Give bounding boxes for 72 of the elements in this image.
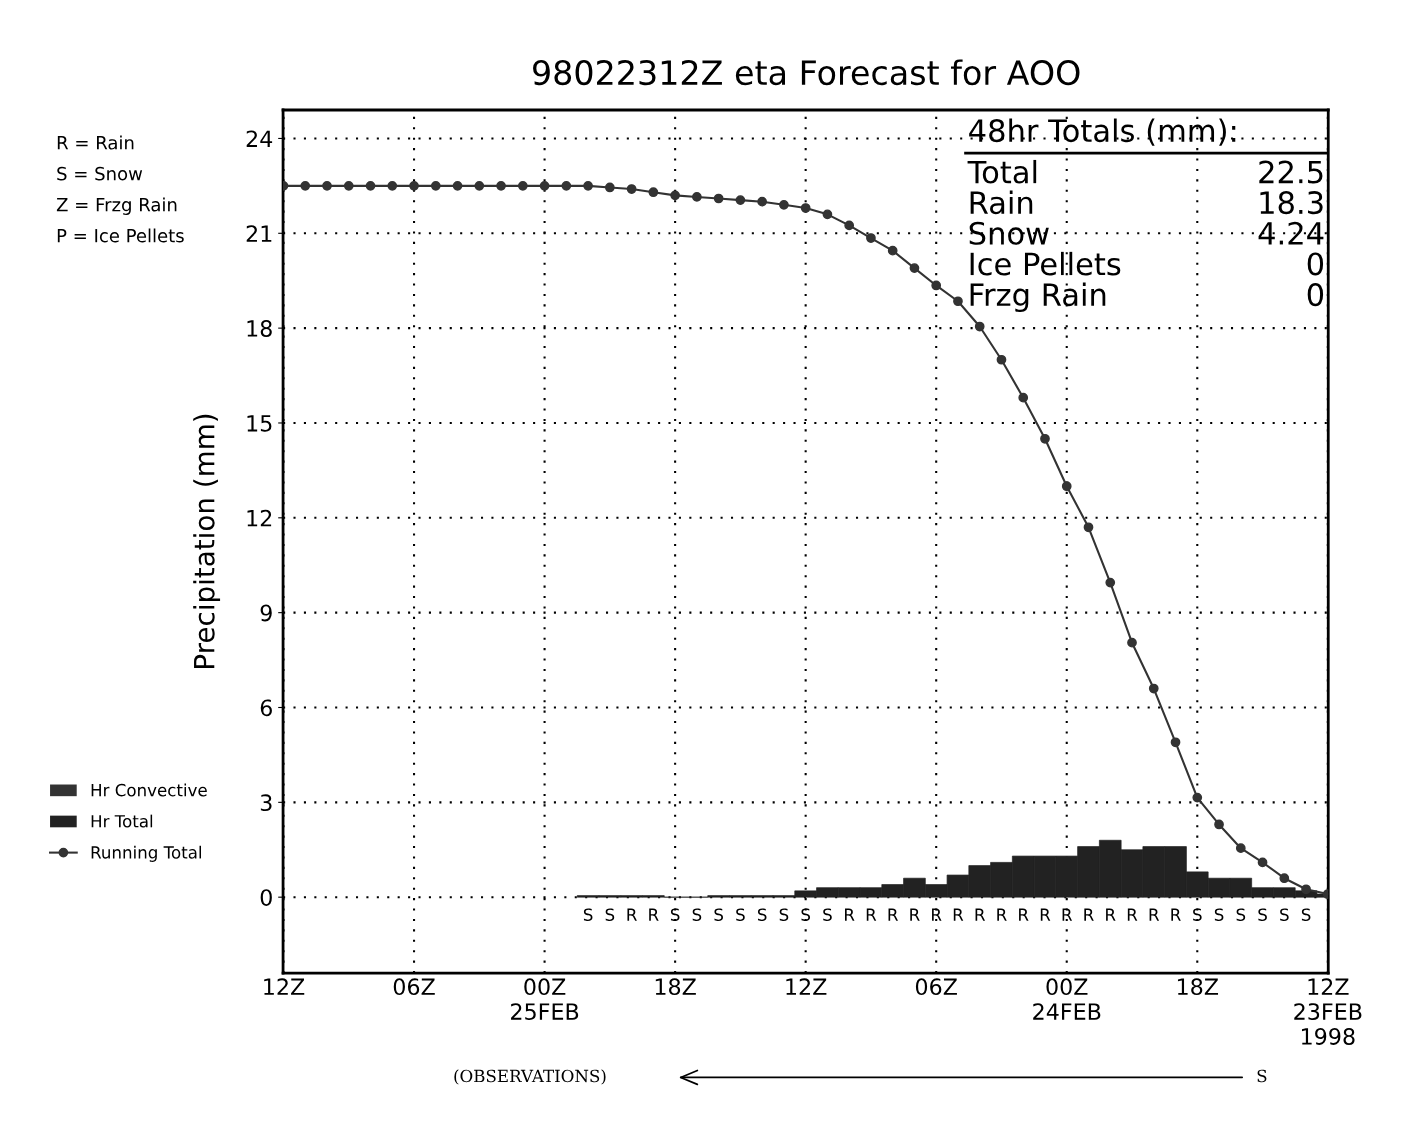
x-tick-label: 18Z [1177,978,1219,996]
data-label: S [605,908,615,921]
data-label: S [1258,908,1267,921]
y-tick-label: 9 [260,604,272,622]
text: (OBSERVATIONS) [454,1069,606,1085]
data-label: R [1062,908,1073,921]
legend-label: Hr Convective [91,783,207,797]
y-tick-label: 21 [246,225,272,242]
text: Z = Frzg Rain [56,197,177,215]
data-label: R [1084,908,1094,921]
data-label: R [997,908,1007,921]
data-label: R [866,908,877,921]
x-tick-label: 18Z [655,978,696,996]
y-tick-label: 3 [260,794,272,812]
data-label: S [583,908,593,921]
data-label: S [757,908,767,921]
data-label: R [1149,908,1160,921]
text: S [1257,1069,1267,1083]
data-label: R [953,908,964,921]
data-label: R [627,908,637,921]
data-label: R [1127,908,1138,921]
text: P = Ice Pellets [57,228,184,243]
x-tick-label: 12Z [264,978,305,995]
annotation: Ice Pellets [970,251,1121,276]
data-label: S [736,908,745,921]
annotation: 22.5 [1259,160,1323,184]
annotation: 0 [1307,283,1324,307]
data-label: S [692,908,702,921]
data-label: S [1236,908,1246,921]
data-label: S [823,908,832,921]
x-tick-label: 06Z [915,978,957,996]
annotation: Rain [970,190,1033,215]
y-tick-label: 15 [247,415,272,432]
legend-label: Running Total [91,845,201,862]
annotation: 18.3 [1260,191,1323,215]
data-label: R [888,908,898,921]
y-tick-label: 18 [247,320,272,337]
data-label: S [670,908,680,921]
data-label: R [845,908,855,921]
data-label: R [1171,908,1181,921]
data-label: R [910,908,920,921]
data-label: S [1280,908,1289,921]
data-label: S [714,908,723,921]
annotation: Snow [969,221,1049,245]
data-label: R [1106,908,1116,921]
y-tick-label: 12 [247,509,272,527]
annotation: 48hr Totals (mm): [969,118,1236,146]
data-label: R [649,908,659,921]
annotation: Frzg Rain [970,282,1106,313]
y-axis-title: Precipitation (mm) [193,414,221,668]
x-tick-label: 12Z [786,978,827,995]
x-tick-label: 00Z 24FEB [1033,978,1101,1020]
text: R = Rain [57,135,134,150]
x-tick-label: 00Z 25FEB [511,978,579,1020]
data-label: S [1214,908,1224,921]
data-label: S [779,908,789,921]
y-tick-label: 0 [260,889,272,906]
data-label: R [1019,908,1029,921]
legend-label: Hr Total [91,814,153,828]
data-label: R [975,908,986,921]
annotation: 0 [1307,252,1324,276]
y-tick-label: 6 [260,699,272,717]
x-tick-label: 06Z [393,978,435,996]
text: S = Snow [57,166,143,181]
chart-title: 98022312Z eta Forecast for AOO [533,59,1080,86]
annotation: 4.24 [1258,221,1324,245]
annotation: Total [967,159,1037,184]
data-label: S [1301,908,1311,921]
x-tick-label: 12Z 23FEB 1998 [1294,978,1362,1045]
data-label: R [1040,908,1051,921]
y-tick-label: 24 [246,130,273,147]
data-label: R [932,908,942,921]
